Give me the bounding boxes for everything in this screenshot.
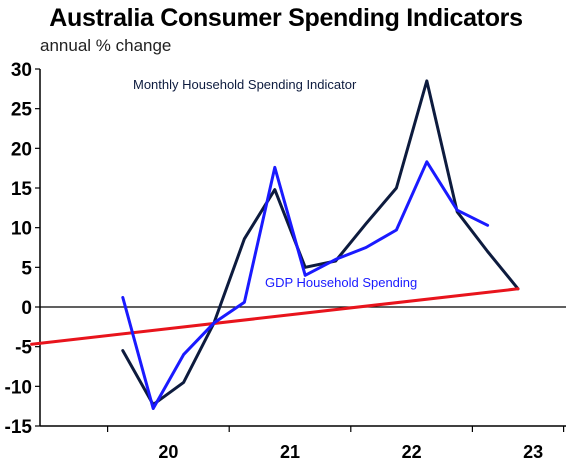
x-tick-label: 23 <box>523 442 543 462</box>
y-tick-label: 5 <box>21 258 32 279</box>
chart-title: Australia Consumer Spending Indicators <box>49 4 523 32</box>
y-tick-label: 10 <box>11 219 32 240</box>
gdp-household-spending-label: GDP Household Spending <box>265 275 417 290</box>
y-tick-label: -5 <box>15 338 32 359</box>
x-tick-label: 20 <box>158 442 178 462</box>
series-line-1 <box>30 287 520 346</box>
y-axis-ticks: 30 25 20 15 10 5 0 -5 -10 -15 <box>5 60 40 438</box>
y-tick-label: 20 <box>11 139 32 160</box>
y-tick-label: -15 <box>5 417 33 438</box>
y-tick-label: 30 <box>11 60 32 81</box>
y-tick-label: 15 <box>11 179 33 200</box>
chart-subtitle: annual % change <box>40 36 172 55</box>
x-tick-label: 22 <box>402 442 422 462</box>
y-tick-label: -10 <box>5 377 32 398</box>
y-tick-label: 0 <box>21 298 32 319</box>
chart-axes <box>39 69 566 427</box>
series-line-0 <box>121 79 520 407</box>
y-tick-label: 25 <box>11 100 33 121</box>
series-line-2 <box>121 160 490 410</box>
x-axis-ticks: 20 21 22 23 <box>106 426 565 462</box>
monthly-indicator-label: Monthly Household Spending Indicator <box>133 77 357 92</box>
chart-series <box>30 79 520 410</box>
x-tick-label: 21 <box>280 442 300 462</box>
